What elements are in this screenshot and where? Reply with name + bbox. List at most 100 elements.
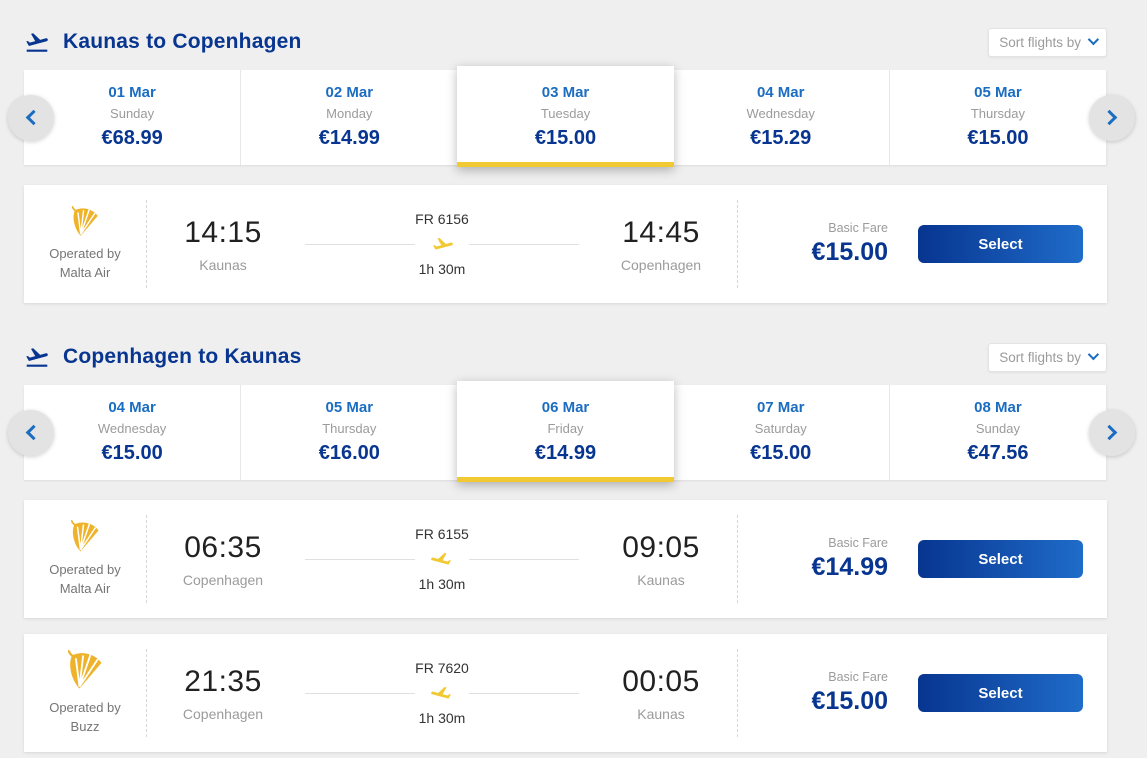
chevron-right-icon [1101,109,1118,126]
plane-route-icon [429,234,455,254]
fare-type-label: Basic Fare [828,221,888,235]
day-label: Wednesday [97,421,167,436]
sort-flights-label: Sort flights by [999,349,1081,365]
date-tab[interactable]: 08 Mar Sunday €47.56 [889,385,1108,480]
carousel-prev-button[interactable] [8,94,54,141]
arrival-city: Kaunas [637,705,685,722]
departure-block: 14:15 Kaunas [147,216,299,273]
flight-number: FR 6156 [415,211,469,227]
malta-air-harp-icon [71,205,99,237]
section-title: Kaunas to Copenhagen [63,30,302,53]
fare-price: €15.00 [811,238,888,266]
day-label: Saturday [754,421,807,436]
route-segment [305,692,415,694]
date-tab[interactable]: 05 Mar Thursday €15.00 [889,70,1108,165]
date-label: 02 Mar [325,84,374,101]
plane-takeoff-icon [24,29,50,55]
day-label: Monday [326,106,373,121]
date-label: 01 Mar [108,84,156,101]
date-label: 06 Mar [541,399,590,416]
operated-by-label: Operated by [49,561,121,577]
operated-by-label: Operated by [49,245,121,261]
chevron-left-icon [25,424,42,441]
operator-block: Operated by Buzz [24,649,146,737]
divider [737,649,738,737]
select-flight-button[interactable]: Select [918,225,1083,263]
chevron-right-icon [1101,424,1118,441]
date-tab-selected[interactable]: 03 Mar Tuesday €15.00 [457,66,674,167]
date-price: €14.99 [318,127,380,149]
route-segment [469,558,579,560]
operator-name: Malta Air [59,580,111,596]
fare-type-label: Basic Fare [828,536,888,550]
fare-type-label: Basic Fare [828,670,888,684]
day-label: Wednesday [746,106,815,121]
departure-time: 21:35 [184,664,262,698]
malta-air-harp-icon [71,519,100,553]
select-flight-button[interactable]: Select [918,674,1083,712]
plane-route-icon [429,549,455,569]
flight-duration: 1h 30m [418,576,466,592]
date-label: 04 Mar [108,399,156,416]
plane-takeoff-icon [24,344,50,370]
departure-time: 06:35 [184,530,262,564]
date-price: €14.99 [534,442,597,464]
operated-by-label: Operated by [49,699,121,715]
date-tab[interactable]: 04 Mar Wednesday €15.00 [24,385,242,480]
operator-block: Operated by Malta Air [24,519,146,599]
carousel-next-button[interactable] [1089,94,1135,141]
route-segment [469,243,579,245]
flight-duration: 1h 30m [418,261,466,277]
operator-name: Malta Air [59,264,111,280]
fare-price: €14.99 [811,553,888,581]
route-segment [305,558,415,560]
date-carousel: 01 Mar Sunday €68.99 02 Mar Monday €14.9… [8,66,1135,167]
arrival-city: Kaunas [637,571,685,588]
day-label: Thursday [970,106,1026,121]
section-header: Copenhagen to Kaunas Sort flights by [24,341,1107,373]
section-header: Kaunas to Copenhagen Sort flights by [24,26,1107,58]
sort-flights-dropdown[interactable]: Sort flights by [988,342,1107,372]
select-flight-button[interactable]: Select [918,540,1083,578]
date-price: €15.00 [750,442,812,464]
divider [737,515,738,603]
date-tab[interactable]: 05 Mar Thursday €16.00 [241,385,459,480]
fare-block: Basic Fare €15.00 [738,221,896,267]
flight-duration: 1h 30m [418,710,466,726]
arrival-block: 00:05 Kaunas [585,665,737,722]
chevron-left-icon [25,109,42,126]
divider [146,649,147,737]
arrival-time: 00:05 [622,664,700,698]
date-tab-selected[interactable]: 06 Mar Friday €14.99 [457,381,674,482]
departure-city: Kaunas [199,256,247,273]
flight-number: FR 7620 [415,660,469,676]
fare-price: €15.00 [811,687,888,715]
date-carousel: 04 Mar Wednesday €15.00 05 Mar Thursday … [8,381,1135,482]
date-label: 04 Mar [756,84,805,101]
carousel-next-button[interactable] [1089,409,1135,456]
date-tab[interactable]: 02 Mar Monday €14.99 [241,70,459,165]
date-price: €68.99 [101,127,163,149]
carousel-prev-button[interactable] [8,409,54,456]
route-block: FR 6155 1h 30m [299,526,585,592]
arrival-time: 09:05 [622,530,700,564]
flight-number: FR 6155 [415,526,469,542]
sort-flights-dropdown[interactable]: Sort flights by [988,27,1107,57]
date-tab[interactable]: 07 Mar Saturday €15.00 [672,385,890,480]
divider [146,515,147,603]
arrival-block: 14:45 Copenhagen [585,216,737,273]
date-tab[interactable]: 01 Mar Sunday €68.99 [24,70,242,165]
date-label: 05 Mar [974,84,1022,101]
date-price: €15.00 [534,127,597,149]
flight-card: Operated by Malta Air 06:35 Copenhagen F… [24,500,1107,618]
departure-block: 21:35 Copenhagen [147,665,299,722]
date-label: 03 Mar [541,84,590,101]
flight-card: Operated by Malta Air 14:15 Kaunas FR 61… [24,185,1107,303]
section-title: Copenhagen to Kaunas [63,345,302,368]
departure-time: 14:15 [184,215,262,249]
date-price: €15.00 [967,127,1029,149]
day-label: Sunday [110,106,155,121]
divider [146,200,147,288]
date-tab[interactable]: 04 Mar Wednesday €15.29 [672,70,890,165]
arrival-city: Copenhagen [620,256,702,273]
